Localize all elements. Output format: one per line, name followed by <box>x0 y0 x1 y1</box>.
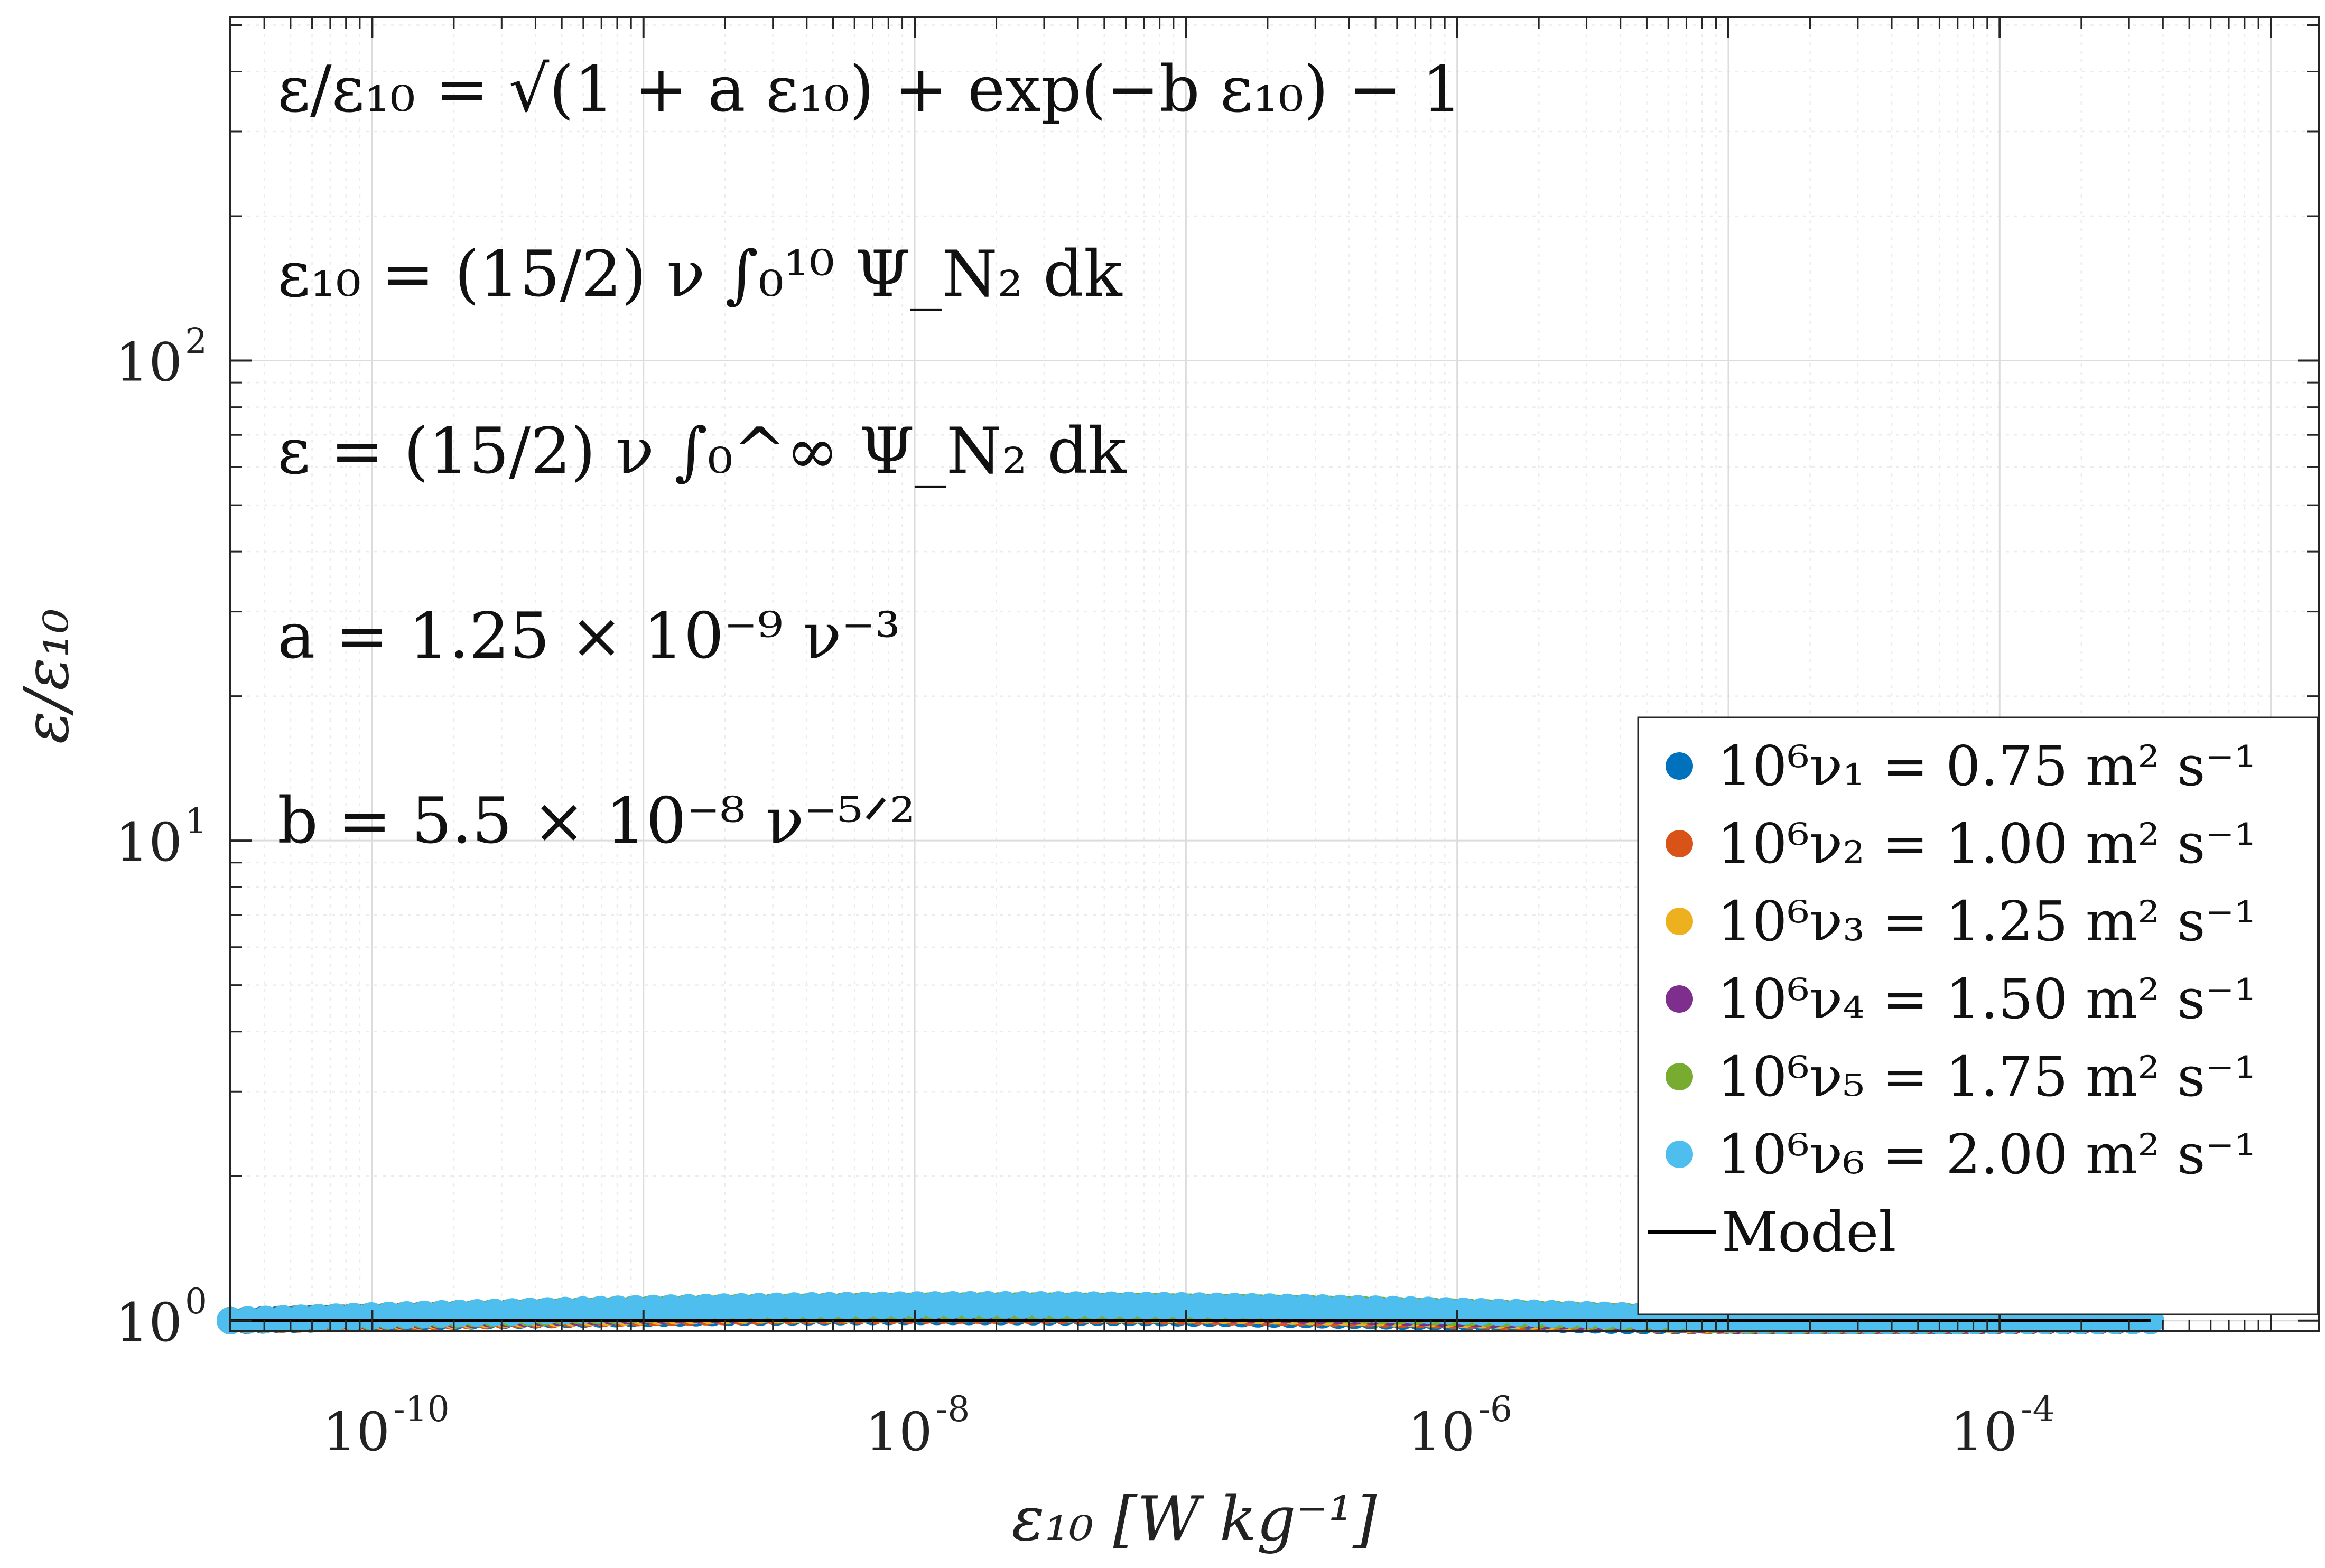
x-tick-exponent: -4 <box>2021 1389 2054 1430</box>
equation-annotations: ε/ε₁₀ = √(1 + a ε₁₀) + exp(−b ε₁₀) − 1 ε… <box>277 53 1462 858</box>
legend-marker-5 <box>1666 1063 1693 1090</box>
legend: 10⁶ν₁ = 0.75 m² s⁻¹ 10⁶ν₂ = 1.00 m² s⁻¹ 10… <box>1637 716 2319 1315</box>
legend-marker-3 <box>1666 908 1693 935</box>
legend-label-3: 10⁶ν₃ = 1.25 m² s⁻¹ <box>1717 889 2256 954</box>
y-tick-exponent: 1 <box>185 801 207 842</box>
x-tick-label: 10 <box>1408 1401 1475 1463</box>
y-tick-exponent: 2 <box>185 321 207 362</box>
y-tick-label: 10 <box>115 811 182 873</box>
y-tick-exponent: 0 <box>185 1281 207 1322</box>
plot-frame <box>229 16 2320 1332</box>
legend-marker-2 <box>1666 830 1693 857</box>
minor-grid <box>229 17 2319 1331</box>
equation-a: a = 1.25 × 10⁻⁹ ν⁻³ <box>277 600 900 673</box>
x-tick-label: 10 <box>323 1401 390 1463</box>
y-tick-label: 10 <box>115 332 182 394</box>
x-tick-label: 10 <box>865 1401 932 1463</box>
legend-box <box>1637 716 2319 1315</box>
y-tick-label: 10 <box>115 1292 182 1354</box>
equation-eps: ε = (15/2) ν ∫₀^∞ Ψ_N₂ dk <box>277 415 1127 488</box>
legend-label-2: 10⁶ν₂ = 1.00 m² s⁻¹ <box>1717 811 2256 876</box>
x-tick-exponent: -10 <box>393 1389 449 1430</box>
equation-eps10: ε₁₀ = (15/2) ν ∫₀¹⁰ Ψ_N₂ dk <box>277 238 1123 311</box>
legend-label-1: 10⁶ν₁ = 0.75 m² s⁻¹ <box>1717 734 2256 798</box>
legend-marker-6 <box>1666 1141 1693 1168</box>
x-tick-exponent: -6 <box>1478 1389 1512 1430</box>
x-axis-label: ε₁₀ [W kg⁻¹] <box>1011 1483 1377 1555</box>
equation-model: ε/ε₁₀ = √(1 + a ε₁₀) + exp(−b ε₁₀) − 1 <box>277 53 1462 126</box>
equation-b: b = 5.5 × 10⁻⁸ ν⁻⁵ᐟ² <box>277 785 915 858</box>
legend-label-4: 10⁶ν₄ = 1.50 m² s⁻¹ <box>1717 967 2256 1031</box>
legend-marker-4 <box>1666 985 1693 1013</box>
y-axis-label: ε/ε₁₀ <box>11 609 82 744</box>
legend-label-6: 10⁶ν₆ = 2.00 m² s⁻¹ <box>1717 1122 2256 1187</box>
x-tick-exponent: -8 <box>936 1389 970 1430</box>
legend-label-model: Model <box>1722 1200 1896 1264</box>
legend-marker-1 <box>1666 752 1693 780</box>
x-tick-labels: 10 -10 10 -8 10 -6 10 -4 <box>323 1389 2055 1463</box>
legend-label-5: 10⁶ν₅ = 1.75 m² s⁻¹ <box>1717 1044 2256 1109</box>
x-tick-label: 10 <box>1950 1401 2017 1463</box>
